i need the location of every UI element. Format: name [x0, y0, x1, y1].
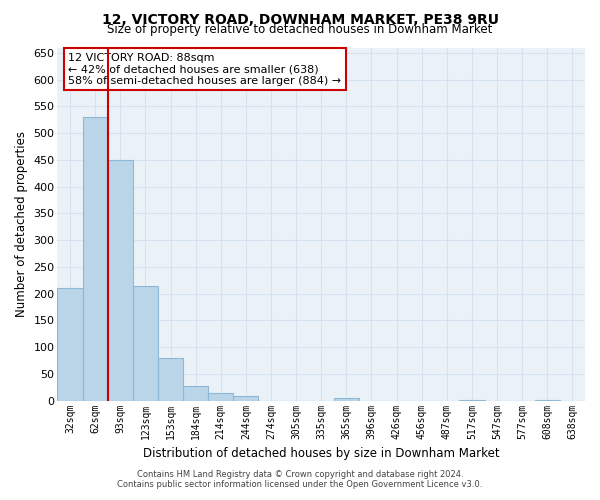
- Bar: [208, 392, 233, 400]
- Bar: [58, 288, 83, 401]
- Text: Size of property relative to detached houses in Downham Market: Size of property relative to detached ho…: [107, 22, 493, 36]
- Y-axis label: Number of detached properties: Number of detached properties: [15, 131, 28, 317]
- Bar: [233, 396, 259, 400]
- Text: Contains HM Land Registry data © Crown copyright and database right 2024.
Contai: Contains HM Land Registry data © Crown c…: [118, 470, 482, 489]
- Bar: [108, 160, 133, 400]
- Bar: [183, 386, 208, 400]
- Text: 12 VICTORY ROAD: 88sqm
← 42% of detached houses are smaller (638)
58% of semi-de: 12 VICTORY ROAD: 88sqm ← 42% of detached…: [68, 53, 341, 86]
- Bar: [158, 358, 183, 401]
- Bar: [334, 398, 359, 400]
- X-axis label: Distribution of detached houses by size in Downham Market: Distribution of detached houses by size …: [143, 447, 500, 460]
- Text: 12, VICTORY ROAD, DOWNHAM MARKET, PE38 9RU: 12, VICTORY ROAD, DOWNHAM MARKET, PE38 9…: [101, 12, 499, 26]
- Bar: [83, 117, 108, 401]
- Bar: [133, 286, 158, 401]
